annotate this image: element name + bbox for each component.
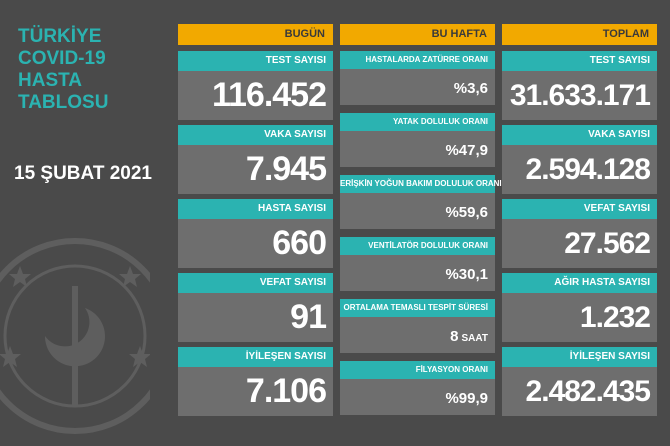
title-line-4: TABLOSU — [18, 92, 109, 113]
card-value: %3,6 — [340, 69, 495, 105]
card-label: VEFAT SAYISI — [178, 273, 333, 293]
page-title: TÜRKİYE COVID-19 HASTA TABLOSU — [18, 26, 168, 114]
card-label: ERİŞKİN YOĞUN BAKIM DOLULUK ORANI — [340, 175, 502, 193]
card-value: %99,9 — [340, 379, 495, 415]
title-line-2: COVID-19 — [18, 48, 106, 69]
today-case-card: VAKA SAYISI 7.945 — [178, 125, 333, 194]
card-value: 7.106 — [178, 367, 333, 416]
card-label: AĞIR HASTA SAYISI — [502, 273, 657, 293]
card-label: ORTALAMA TEMASLI TESPİT SÜRESİ — [340, 299, 495, 317]
card-value: %47,9 — [340, 131, 495, 167]
today-patient-card: HASTA SAYISI 660 — [178, 199, 333, 268]
card-value: 2.594.128 — [502, 145, 657, 194]
card-value: 27.562 — [502, 219, 657, 268]
total-test-card: TEST SAYISI 31.633.171 — [502, 51, 657, 120]
week-pneumonia-card: HASTALARDA ZATÜRRE ORANI %3,6 — [340, 51, 495, 105]
today-column: BUGÜN TEST SAYISI 116.452 VAKA SAYISI 7.… — [178, 24, 333, 416]
card-value: %59,6 — [340, 193, 495, 229]
card-label: HASTALARDA ZATÜRRE ORANI — [340, 51, 495, 69]
title-line-1: TÜRKİYE — [18, 26, 102, 47]
card-label: FİLYASYON ORANI — [340, 361, 495, 379]
card-label: VAKA SAYISI — [178, 125, 333, 145]
total-column: TOPLAM TEST SAYISI 31.633.171 VAKA SAYIS… — [502, 24, 657, 416]
card-label: VENTİLATÖR DOLULUK ORANI — [340, 237, 495, 255]
card-value: 8 SAAT — [340, 317, 495, 353]
card-label: TEST SAYISI — [502, 51, 657, 71]
week-icu-card: ERİŞKİN YOĞUN BAKIM DOLULUK ORANI %59,6 — [340, 175, 502, 229]
week-header: BU HAFTA — [340, 24, 495, 45]
card-value: 116.452 — [178, 71, 333, 120]
card-value: 91 — [178, 293, 333, 342]
card-label: VAKA SAYISI — [502, 125, 657, 145]
title-line-3: HASTA — [18, 70, 83, 91]
total-recovered-card: İYİLEŞEN SAYISI 2.482.435 — [502, 347, 657, 416]
card-value: %30,1 — [340, 255, 495, 291]
today-test-card: TEST SAYISI 116.452 — [178, 51, 333, 120]
report-date: 15 ŞUBAT 2021 — [14, 163, 152, 184]
total-header: TOPLAM — [502, 24, 657, 45]
week-column: BU HAFTA HASTALARDA ZATÜRRE ORANI %3,6 Y… — [340, 24, 502, 415]
card-value: 2.482.435 — [502, 367, 657, 416]
week-filiation-card: FİLYASYON ORANI %99,9 — [340, 361, 495, 415]
ministry-emblem-icon — [0, 238, 150, 434]
total-case-card: VAKA SAYISI 2.594.128 — [502, 125, 657, 194]
card-label: İYİLEŞEN SAYISI — [502, 347, 657, 367]
week-contact-card: ORTALAMA TEMASLI TESPİT SÜRESİ 8 SAAT — [340, 299, 495, 353]
week-bed-card: YATAK DOLULUK ORANI %47,9 — [340, 113, 495, 167]
card-value: 660 — [178, 219, 333, 268]
card-label: YATAK DOLULUK ORANI — [340, 113, 495, 131]
card-value: 1.232 — [502, 293, 657, 342]
card-label: HASTA SAYISI — [178, 199, 333, 219]
card-value: 7.945 — [178, 145, 333, 194]
today-header: BUGÜN — [178, 24, 333, 45]
card-label: TEST SAYISI — [178, 51, 333, 71]
card-value: 31.633.171 — [502, 71, 657, 120]
card-label: İYİLEŞEN SAYISI — [178, 347, 333, 367]
card-label: VEFAT SAYISI — [502, 199, 657, 219]
week-ventilator-card: VENTİLATÖR DOLULUK ORANI %30,1 — [340, 237, 495, 291]
total-severe-card: AĞIR HASTA SAYISI 1.232 — [502, 273, 657, 342]
total-death-card: VEFAT SAYISI 27.562 — [502, 199, 657, 268]
today-recovered-card: İYİLEŞEN SAYISI 7.106 — [178, 347, 333, 416]
today-death-card: VEFAT SAYISI 91 — [178, 273, 333, 342]
